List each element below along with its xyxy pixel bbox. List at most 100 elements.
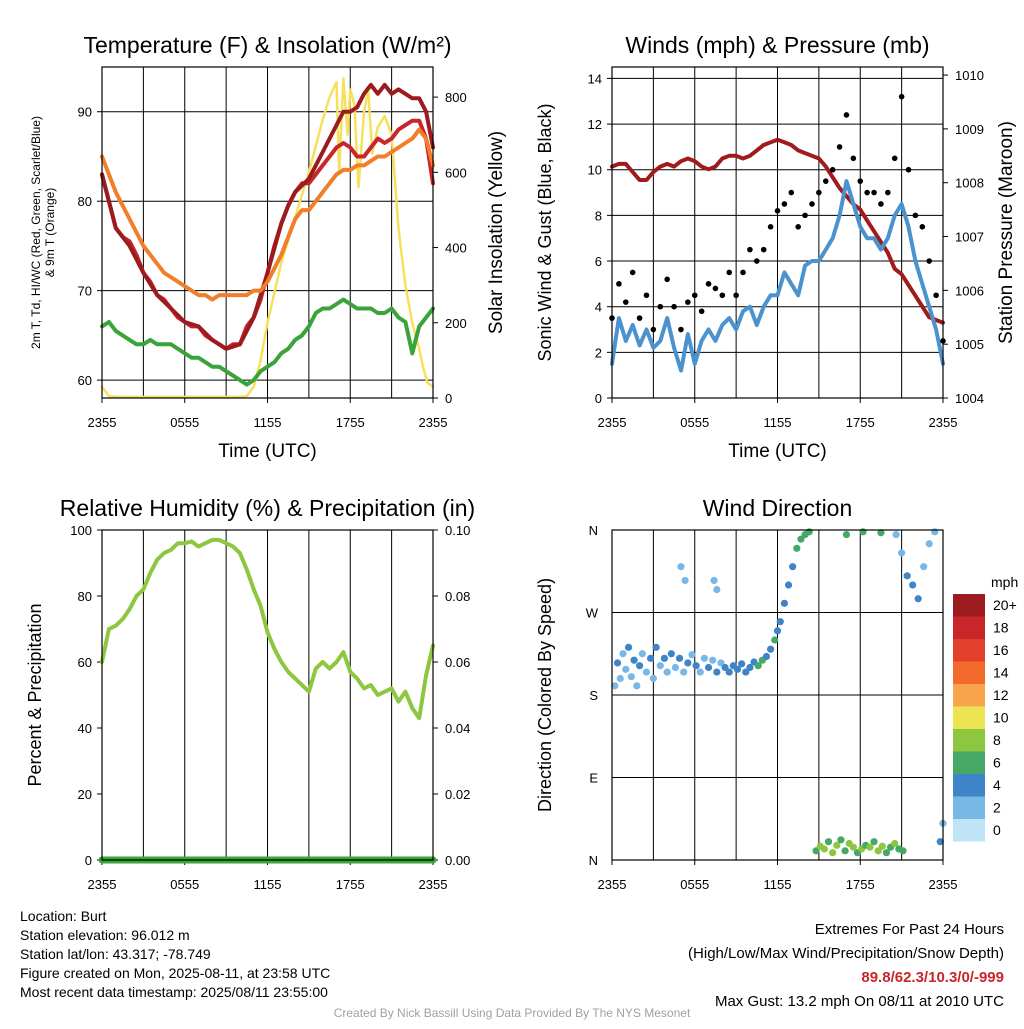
colorbar-swatch <box>953 706 985 729</box>
insolation-line <box>100 77 435 399</box>
wind-gust-point <box>905 166 912 173</box>
direction-point <box>681 576 689 585</box>
direction-point <box>805 528 813 536</box>
wind-gust-point <box>857 178 864 184</box>
rh-panel: 0 20 40 60 80 100 0.00 0.02 0.04 0.06 0.08 0.10 2355… <box>25 495 475 892</box>
y2-tick-label: 0.00 <box>445 853 470 868</box>
direction-point <box>656 662 664 670</box>
colorbar: mph 20+ 18 16 14 12 10 8 6 4 2 0 <box>953 574 1018 842</box>
wind-gust-point <box>747 246 753 253</box>
direction-point <box>780 599 788 607</box>
wind-gust-point <box>643 292 650 299</box>
direction-point <box>652 643 660 651</box>
direction-point <box>767 645 775 653</box>
y2-axis-label: Station Pressure (Maroon) <box>996 121 1017 344</box>
direction-point <box>642 668 651 676</box>
colorbar-swatch <box>953 774 985 797</box>
wind-gust-point <box>664 276 670 283</box>
direction-point <box>859 528 867 536</box>
wind-gust-point <box>774 208 781 214</box>
direction-point <box>773 627 782 635</box>
direction-point <box>789 563 797 571</box>
direction-point <box>797 535 805 543</box>
station-info: Location: Burt Station elevation: 96.012… <box>20 907 330 1002</box>
direction-point <box>874 847 882 855</box>
direction-point <box>611 682 619 690</box>
wind-gust-point <box>650 326 657 333</box>
y-tick-label: 40 <box>78 721 92 736</box>
extremes-panel: Extremes For Past 24 Hours (High/Low/Max… <box>688 918 1004 1014</box>
wind-gust-point <box>657 303 664 310</box>
direction-point <box>675 654 684 662</box>
y-axis-label: Direction (Colored By Speed) <box>535 578 555 812</box>
y2-tick-label: 0.06 <box>445 655 470 670</box>
wind-gust-point <box>726 269 733 276</box>
direction-point <box>842 530 851 539</box>
y-tick-label: 20 <box>78 787 92 802</box>
direction-point <box>616 674 624 683</box>
colorbar-label: 8 <box>993 732 1001 748</box>
wind-gust-point <box>836 144 843 150</box>
plot-frame <box>101 529 434 861</box>
x-tick-label: 0555 <box>680 415 709 430</box>
colorbar-label: 14 <box>993 665 1009 681</box>
direction-point <box>882 849 891 857</box>
direction-point <box>663 668 671 676</box>
x-tick-label: 1755 <box>336 415 365 430</box>
wind-gust-point <box>712 285 719 292</box>
direction-point <box>812 847 820 855</box>
wind-gust-point <box>629 269 636 276</box>
x-tick-label: 2355 <box>419 877 448 892</box>
elevation-text: Station elevation: 96.012 m <box>20 927 190 943</box>
direction-point <box>920 563 928 571</box>
plot-frame <box>101 66 434 399</box>
direction-point <box>877 529 885 537</box>
direction-point <box>892 530 900 539</box>
credit-text: Created By Nick Bassill Using Data Provi… <box>333 1006 691 1020</box>
y2-tick-label: 600 <box>445 165 467 180</box>
wind-gust-point <box>636 315 643 321</box>
y-tick-label: 14 <box>588 71 602 86</box>
wind-gust-point <box>795 223 801 230</box>
recent-text: Most recent data timestamp: 2025/08/11 2… <box>20 984 328 1000</box>
max-gust-text: Max Gust: 13.2 mph On 08/11 at 2010 UTC <box>714 993 1004 1010</box>
colorbar-label: 20+ <box>993 597 1017 613</box>
colorbar-label: 2 <box>993 800 1001 816</box>
wind-gust-point <box>767 223 774 230</box>
x-tick-label: 1155 <box>254 415 282 430</box>
direction-point <box>627 673 635 681</box>
y2-tick-label: 800 <box>445 90 467 105</box>
direction-point <box>638 650 646 658</box>
direction-point <box>649 674 657 683</box>
direction-point <box>696 668 704 676</box>
x-tick-label: 1155 <box>764 877 792 892</box>
colorbar-swatch <box>953 639 985 662</box>
direction-point <box>635 662 644 670</box>
y2-tick-label: 0.08 <box>445 589 470 604</box>
colorbar-label: 4 <box>993 777 1001 793</box>
wind-gust-point <box>698 308 705 315</box>
y-tick-label: 2 <box>595 345 602 360</box>
x-tick-label: 2355 <box>929 877 958 892</box>
x-tick-label: 1755 <box>336 877 365 892</box>
colorbar-swatch <box>953 729 985 752</box>
temp-9m-line <box>100 127 435 302</box>
y-tick-label: W <box>586 606 599 621</box>
y2-tick-label: 1010 <box>955 68 984 83</box>
direction-point <box>849 843 857 851</box>
y-tick-label: 10 <box>588 163 602 178</box>
direction-point <box>717 659 725 667</box>
wind-gust-point <box>733 292 739 299</box>
chart-title: Temperature (F) & Insolation (W/m²) <box>83 32 451 58</box>
pressure-line <box>610 137 945 325</box>
direction-point <box>776 618 784 626</box>
direction-point <box>837 836 845 844</box>
chart-title: Winds (mph) & Pressure (mb) <box>625 32 929 58</box>
colorbar-label: 12 <box>993 687 1009 703</box>
colorbar-swatch <box>953 684 985 707</box>
y-tick-label: 0 <box>85 853 92 868</box>
direction-point <box>903 572 911 580</box>
wind-gust-point <box>740 269 746 276</box>
